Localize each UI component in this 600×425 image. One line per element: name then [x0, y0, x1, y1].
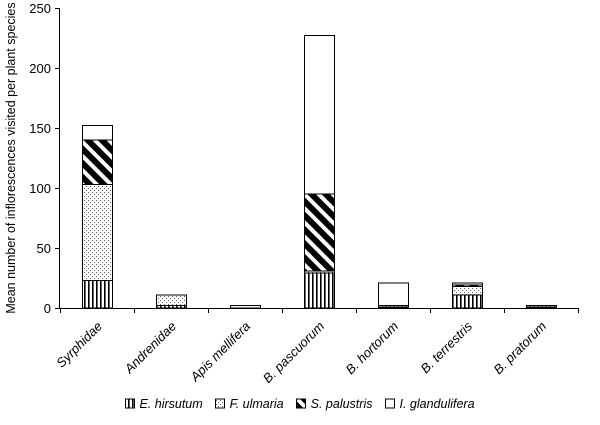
- legend-label: I. glandulifera: [399, 397, 474, 411]
- y-axis-title: Mean number of inflorescences visited pe…: [4, 2, 18, 313]
- bar-segment: [230, 305, 261, 309]
- y-ticks: 0 50 100 150 200 250: [29, 1, 60, 316]
- bar-segment: [452, 294, 483, 309]
- bar-segment: [526, 305, 557, 307]
- legend-swatch: [296, 398, 307, 409]
- bar-segment: [82, 125, 113, 141]
- bar-segment: [82, 279, 113, 309]
- legend-swatch: [215, 398, 226, 409]
- x-category-label: Andrenidae: [121, 319, 179, 377]
- bars: [82, 35, 557, 309]
- bar-segment: [304, 272, 335, 309]
- legend-swatch: [384, 398, 395, 409]
- x-ticks: Syrphidae Andrenidae Apis mellifera B. pasc…: [53, 308, 579, 386]
- bar-segment: [304, 193, 335, 272]
- x-category-label: Syrphidae: [53, 319, 105, 371]
- x-category-label: B. terrestris: [418, 318, 476, 376]
- x-category-label: B. pascuorum: [260, 318, 327, 385]
- x-category-label: B. hortorum: [342, 318, 401, 377]
- legend-label: F. ulmaria: [230, 397, 284, 411]
- legend-label: E. hirsutum: [139, 397, 202, 411]
- x-category-label: Apis mellifera: [187, 319, 253, 385]
- bar-segment: [378, 282, 409, 307]
- y-tick-label: 100: [29, 181, 51, 196]
- y-tick-label: 250: [29, 1, 51, 16]
- bar-segment: [156, 294, 187, 307]
- legend-label: S. palustris: [311, 397, 373, 411]
- bar-segment: [452, 282, 483, 286]
- y-tick-label: 150: [29, 121, 51, 136]
- legend: E. hirsutum F. ulmaria S. palustris I. glan…: [124, 397, 475, 411]
- bar-segment: [82, 183, 113, 281]
- legend-swatch: [124, 398, 135, 409]
- bar-segment: [452, 285, 483, 296]
- bar-segment: [304, 35, 335, 195]
- y-tick-label: 50: [37, 241, 51, 256]
- y-tick-label: 200: [29, 61, 51, 76]
- x-category-label: B. pratorum: [490, 318, 549, 377]
- y-tick-label: 0: [44, 301, 51, 316]
- bar-segment: [82, 139, 113, 185]
